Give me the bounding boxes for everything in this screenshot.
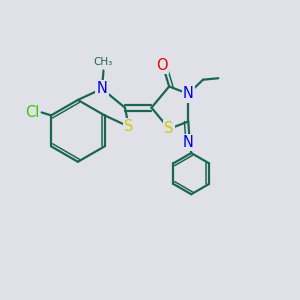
Text: O: O <box>157 58 168 73</box>
Text: N: N <box>183 135 194 150</box>
Text: N: N <box>97 81 107 96</box>
Text: S: S <box>124 119 134 134</box>
Text: CH₃: CH₃ <box>94 57 113 67</box>
Text: S: S <box>164 122 174 136</box>
Text: Cl: Cl <box>25 105 39 120</box>
Text: N: N <box>183 86 194 101</box>
